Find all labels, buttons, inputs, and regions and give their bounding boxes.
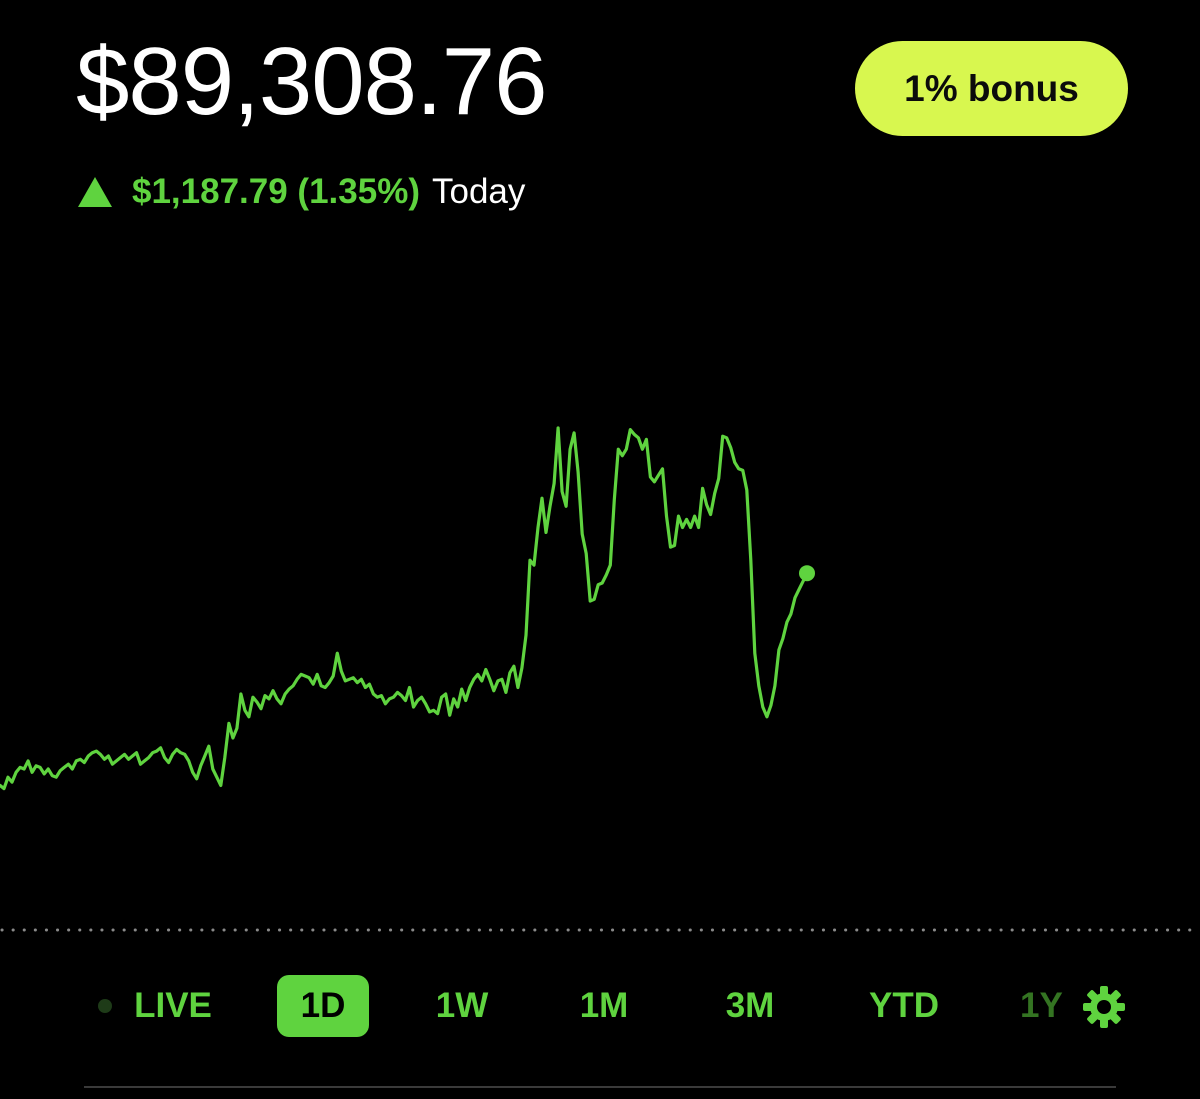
live-indicator-dot [98,999,113,1013]
tab-3m[interactable]: 3M [705,975,795,1037]
tab-1d[interactable]: 1D [277,975,369,1037]
tab-1m-label: 1M [579,986,629,1025]
tab-1d-label: 1D [300,986,346,1025]
portfolio-balance: $89,308.76 [76,28,547,135]
tab-ytd[interactable]: YTD [858,975,950,1037]
tab-live-label: LIVE [134,986,212,1025]
price-line [0,426,809,791]
tab-1y[interactable]: 1Y [1020,975,1080,1037]
daily-change: $1,187.79 (1.35%) Today [78,168,525,216]
tab-ytd-label: YTD [869,986,939,1025]
tab-3m-label: 3M [725,986,775,1025]
change-period: Today [431,172,526,211]
tab-1m[interactable]: 1M [562,975,646,1037]
bottom-divider [84,1086,1116,1088]
tab-1w[interactable]: 1W [420,975,504,1037]
tab-1w-label: 1W [435,986,489,1025]
triangle-up-icon [78,177,112,207]
time-range-selector: LIVE 1D 1W 1M 3M YTD 1Y [0,975,1200,1045]
tab-live[interactable]: LIVE [95,975,215,1037]
gear-icon[interactable] [1082,985,1126,1029]
tab-1y-label: 1Y [1020,986,1063,1025]
current-point-marker [799,565,815,582]
bonus-button[interactable]: 1% bonus [855,41,1128,136]
change-amount: $1,187.79 (1.35%) [132,172,420,211]
portfolio-chart[interactable] [0,240,1200,950]
